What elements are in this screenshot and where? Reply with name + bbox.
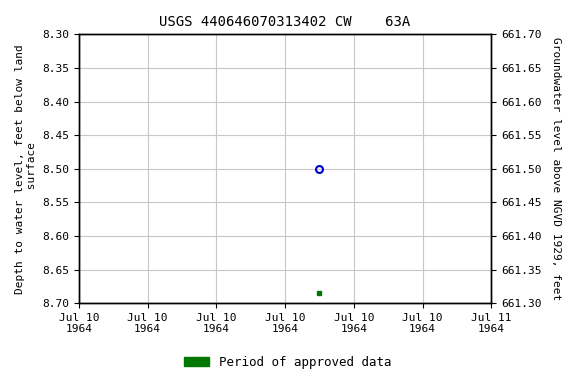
Title: USGS 440646070313402 CW    63A: USGS 440646070313402 CW 63A (160, 15, 411, 29)
Y-axis label: Groundwater level above NGVD 1929, feet: Groundwater level above NGVD 1929, feet (551, 37, 561, 300)
Y-axis label: Depth to water level, feet below land
 surface: Depth to water level, feet below land su… (15, 44, 37, 294)
Legend: Period of approved data: Period of approved data (179, 351, 397, 374)
